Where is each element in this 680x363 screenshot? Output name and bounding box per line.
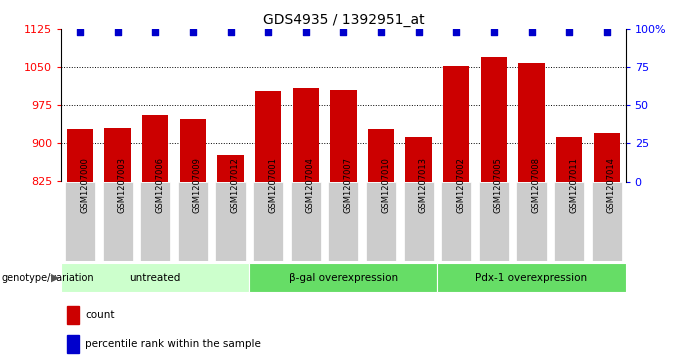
Text: GSM1207005: GSM1207005 xyxy=(494,158,503,213)
Bar xyxy=(366,182,396,261)
Bar xyxy=(250,263,437,293)
Text: GSM1207010: GSM1207010 xyxy=(381,158,390,213)
Bar xyxy=(481,57,507,363)
Point xyxy=(301,29,311,35)
Bar xyxy=(67,335,80,353)
Bar xyxy=(216,182,245,261)
Bar xyxy=(592,182,622,261)
Text: genotype/variation: genotype/variation xyxy=(1,273,94,283)
Bar xyxy=(518,63,545,363)
Bar xyxy=(404,182,434,261)
Bar xyxy=(368,129,394,363)
Bar xyxy=(443,66,469,363)
Bar xyxy=(178,182,208,261)
Text: percentile rank within the sample: percentile rank within the sample xyxy=(85,339,260,349)
Text: GSM1207008: GSM1207008 xyxy=(532,158,541,213)
Text: GSM1207012: GSM1207012 xyxy=(231,158,239,213)
Text: GSM1207001: GSM1207001 xyxy=(268,158,277,213)
Point xyxy=(451,29,462,35)
Text: Pdx-1 overexpression: Pdx-1 overexpression xyxy=(475,273,588,283)
Text: GSM1207003: GSM1207003 xyxy=(118,158,126,213)
Bar xyxy=(554,182,584,261)
Bar xyxy=(253,182,283,261)
Bar xyxy=(594,133,620,363)
Bar xyxy=(441,182,471,261)
Text: untreated: untreated xyxy=(130,273,181,283)
Point xyxy=(601,29,612,35)
Point xyxy=(375,29,386,35)
Point xyxy=(225,29,236,35)
Bar xyxy=(103,182,133,261)
Point xyxy=(150,29,160,35)
Point xyxy=(338,29,349,35)
Point xyxy=(488,29,499,35)
Text: GSM1207004: GSM1207004 xyxy=(306,158,315,213)
Bar xyxy=(180,119,206,363)
Point xyxy=(262,29,273,35)
Text: GSM1207002: GSM1207002 xyxy=(456,158,465,213)
Point xyxy=(526,29,537,35)
Bar xyxy=(61,263,250,293)
Text: GSM1207000: GSM1207000 xyxy=(80,158,89,213)
Bar xyxy=(142,115,169,363)
Text: GSM1207013: GSM1207013 xyxy=(419,158,428,213)
Bar xyxy=(218,155,243,363)
Text: ▶: ▶ xyxy=(50,273,59,283)
Bar xyxy=(330,90,356,363)
Bar xyxy=(479,182,509,261)
Bar xyxy=(405,137,432,363)
Bar xyxy=(291,182,321,261)
Text: GSM1207009: GSM1207009 xyxy=(193,158,202,213)
Bar xyxy=(105,128,131,363)
Point xyxy=(413,29,424,35)
Bar xyxy=(140,182,170,261)
Title: GDS4935 / 1392951_at: GDS4935 / 1392951_at xyxy=(262,13,424,26)
Bar xyxy=(67,306,80,324)
Text: GSM1207006: GSM1207006 xyxy=(155,158,165,213)
Point xyxy=(112,29,123,35)
Point xyxy=(75,29,86,35)
Bar xyxy=(437,263,626,293)
Text: GSM1207014: GSM1207014 xyxy=(607,158,616,213)
Bar xyxy=(328,182,358,261)
Bar xyxy=(556,137,582,363)
Text: count: count xyxy=(85,310,114,320)
Bar xyxy=(517,182,547,261)
Point xyxy=(188,29,199,35)
Text: β-gal overexpression: β-gal overexpression xyxy=(289,273,398,283)
Text: GSM1207007: GSM1207007 xyxy=(343,158,352,213)
Point xyxy=(564,29,575,35)
Text: GSM1207011: GSM1207011 xyxy=(569,158,578,213)
Bar xyxy=(255,91,282,363)
Bar xyxy=(65,182,95,261)
Bar xyxy=(67,129,93,363)
Bar xyxy=(292,89,319,363)
